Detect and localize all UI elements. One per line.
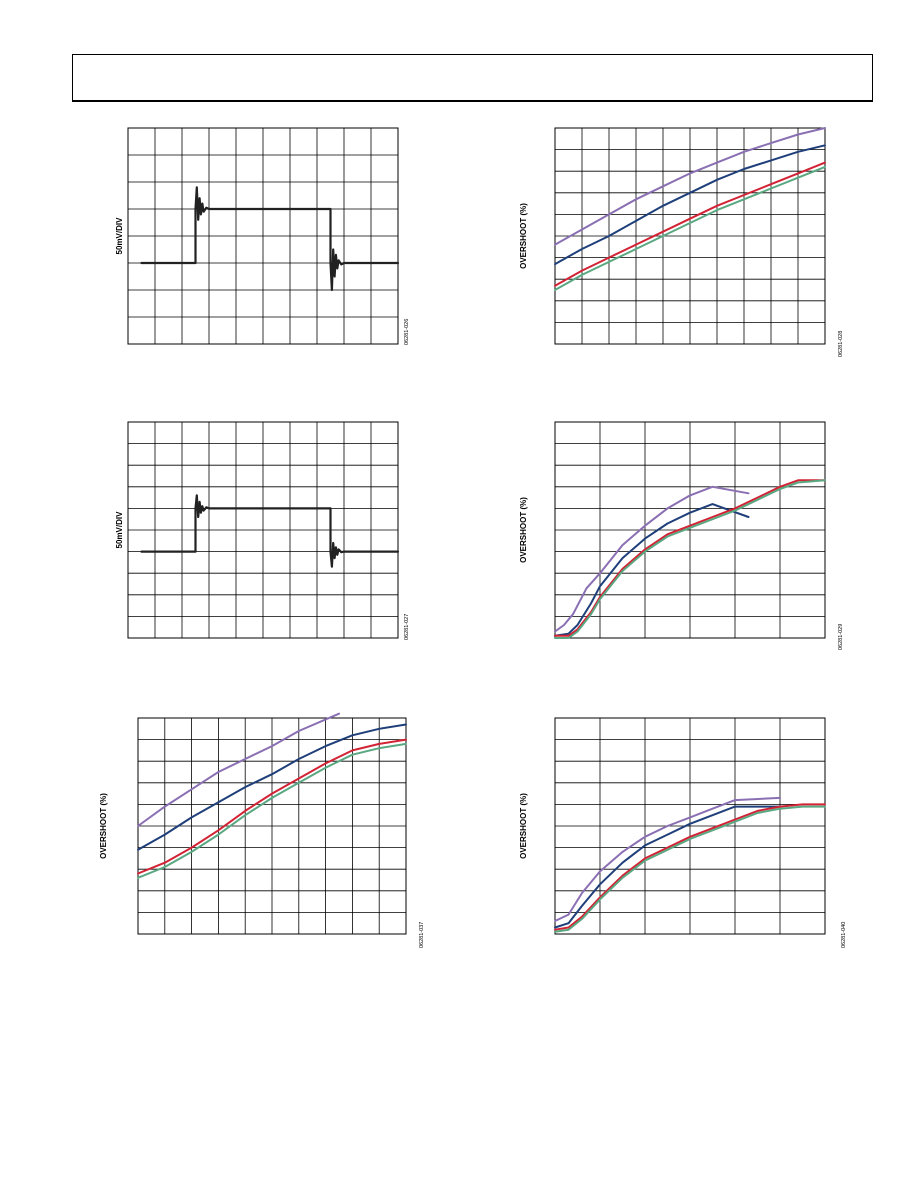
plot-frame xyxy=(554,421,826,639)
chart-overshoot-2: OVERSHOOT (%) 06281-029 xyxy=(519,421,844,650)
series-line-3 xyxy=(137,738,407,875)
y-axis-label: OVERSHOOT (%) xyxy=(519,497,528,563)
plot-frame xyxy=(554,717,826,935)
series-line-4 xyxy=(554,165,826,291)
y-axis-label: OVERSHOOT (%) xyxy=(519,203,528,269)
chart-overshoot-4: OVERSHOOT (%) 06281-040 xyxy=(519,717,847,948)
series-line-1 xyxy=(137,712,340,827)
figure-id: 06281-037 xyxy=(419,922,425,948)
plot-frame xyxy=(127,421,399,639)
y-axis-label: 50mV/DIV xyxy=(115,217,124,255)
series-line-1 xyxy=(554,796,781,922)
figure-id: 06281-040 xyxy=(841,922,847,948)
chart-scope-2: 50mV/DIV 06281-027 xyxy=(115,421,410,640)
series-line-1 xyxy=(140,494,400,568)
y-axis-label: 50mV/DIV xyxy=(115,511,124,549)
y-axis-label: OVERSHOOT (%) xyxy=(99,793,108,859)
series-line-4 xyxy=(554,479,826,639)
series-line-4 xyxy=(137,742,407,879)
series-line-3 xyxy=(554,803,826,931)
series-line-2 xyxy=(137,723,407,851)
series-line-2 xyxy=(554,144,826,266)
plot-frame xyxy=(127,127,399,345)
series-line-3 xyxy=(554,161,826,287)
series-line-1 xyxy=(554,485,750,633)
figure-id: 06281-029 xyxy=(838,624,844,650)
series-line-2 xyxy=(554,503,750,637)
series-line-3 xyxy=(554,479,826,637)
series-line-2 xyxy=(554,805,781,929)
figure-id: 06281-028 xyxy=(838,331,844,357)
series-line-4 xyxy=(554,805,826,933)
figure-id: 06281-027 xyxy=(404,614,410,640)
chart-scope-1: 50mV/DIV 06281-026 xyxy=(115,127,410,345)
series-line-1 xyxy=(554,127,826,246)
y-axis-label: OVERSHOOT (%) xyxy=(519,793,528,859)
header-box xyxy=(72,54,873,102)
plot-frame xyxy=(554,127,826,345)
chart-overshoot-1: OVERSHOOT (%) 06281-028 xyxy=(519,127,844,357)
chart-overshoot-3: OVERSHOOT (%) 06281-037 xyxy=(99,712,425,948)
figure-id: 06281-026 xyxy=(404,319,410,345)
series-line-1 xyxy=(140,186,400,292)
